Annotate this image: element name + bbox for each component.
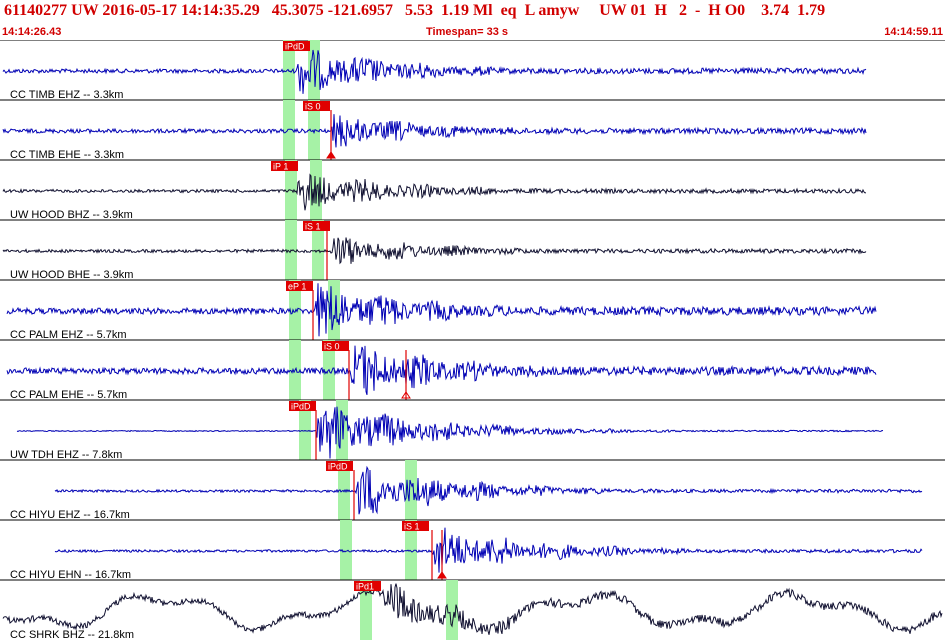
pick-flag[interactable]: iS 0 [303, 101, 330, 112]
timespan-label: Timespan= 33 s [426, 26, 509, 38]
s-pick-window [405, 460, 417, 520]
waveform-trace [2, 583, 943, 635]
pick-flag-label: iP 1 [273, 162, 288, 172]
pick-flag-box [303, 221, 330, 231]
pick-flag-box [283, 41, 310, 51]
waveform-trace [16, 406, 884, 459]
pick-flag-box [286, 281, 313, 291]
trace-row[interactable]: iPdD UW TDH EHZ -- 7.8km [0, 399, 945, 461]
pick-flag-box [289, 401, 316, 411]
s-pick-window [336, 400, 348, 460]
pick-flag-box [326, 461, 353, 471]
pick-flag-box [271, 161, 298, 171]
channel-label: CC PALM EHE -- 5.7km [10, 389, 127, 401]
waveform-trace [2, 114, 867, 148]
pick-flag[interactable]: iPdD [326, 461, 353, 472]
pick-flag[interactable]: iPdD [289, 401, 316, 412]
trace-row[interactable]: iS 1 UW HOOD BHE -- 3.9km [0, 219, 945, 281]
channel-label: UW HOOD BHE -- 3.9km [10, 269, 133, 281]
channel-label: CC HIYU EHN -- 16.7km [10, 569, 131, 581]
pick-arrow-icon[interactable] [326, 151, 336, 159]
p-pick-window [360, 580, 372, 640]
pick-flag-box [402, 521, 429, 531]
trace-row[interactable]: iP 1 UW HOOD BHZ -- 3.9km [0, 159, 945, 221]
trace-row[interactable]: iPd1 CC SHRK BHZ -- 21.8km [0, 579, 945, 640]
channel-label: CC SHRK BHZ -- 21.8km [10, 629, 134, 640]
channel-label: CC TIMB EHE -- 3.3km [10, 149, 124, 161]
waveform-trace [2, 49, 867, 94]
pick-arrow-icon[interactable] [401, 391, 411, 399]
pick-flag-box [303, 101, 330, 111]
channel-label: CC HIYU EHZ -- 16.7km [10, 509, 130, 521]
waveform-trace [2, 237, 867, 265]
end-time-label: 14:14:59.11 [884, 26, 943, 38]
pick-arrow-icon[interactable] [437, 571, 447, 579]
pick-flag-label: iPdD [291, 402, 311, 412]
channel-label: CC PALM EHZ -- 5.7km [10, 329, 127, 341]
event-summary-title: 61140277 UW 2016-05-17 14:14:35.29 45.30… [4, 2, 826, 19]
p-pick-window [299, 400, 311, 460]
trace-row[interactable]: iS 0 CC TIMB EHE -- 3.3km [0, 99, 945, 161]
pick-flag-label: iPdD [328, 462, 348, 472]
waveform-trace [54, 465, 923, 515]
pick-flag[interactable]: iS 0 [322, 341, 349, 352]
start-time-label: 14:14:26.43 [2, 26, 62, 38]
s-pick-window [312, 220, 324, 280]
pick-flag[interactable]: eP 1 [286, 281, 313, 292]
p-pick-window [340, 520, 352, 580]
pick-flag[interactable]: iS 1 [303, 221, 330, 232]
pick-flag[interactable]: iPdD [283, 41, 310, 52]
pick-flag[interactable]: iP 1 [271, 161, 298, 172]
channel-label: CC TIMB EHZ -- 3.3km [10, 89, 123, 101]
pick-flag-label: iPd1 [356, 582, 374, 592]
pick-flag-label: iPdD [285, 42, 305, 52]
trace-row[interactable]: iS 0 CC PALM EHE -- 5.7km [0, 339, 945, 401]
channel-label: UW TDH EHZ -- 7.8km [10, 449, 122, 461]
pick-flag-label: iS 0 [305, 102, 321, 112]
waveform-trace [6, 345, 877, 395]
event-header: 61140277 UW 2016-05-17 14:14:35.29 45.30… [0, 0, 945, 40]
pick-flag-label: iS 1 [404, 522, 420, 532]
pick-flag-label: iS 1 [305, 222, 321, 232]
s-pick-window [308, 100, 320, 160]
waveform-trace [54, 527, 923, 573]
pick-flag-label: iS 0 [324, 342, 340, 352]
trace-row[interactable]: eP 1 CC PALM EHZ -- 5.7km [0, 279, 945, 341]
waveform-trace [2, 173, 867, 211]
pick-flag-box [354, 581, 381, 591]
waveform-trace [6, 283, 877, 337]
trace-row[interactable]: iPdD CC HIYU EHZ -- 16.7km [0, 459, 945, 521]
s-pick-window [405, 520, 417, 580]
s-pick-window [446, 580, 458, 640]
trace-row[interactable]: iS 1 CC HIYU EHN -- 16.7km [0, 519, 945, 581]
pick-flag-box [322, 341, 349, 351]
pick-flag[interactable]: iPd1 [354, 581, 381, 592]
p-pick-window [289, 280, 301, 340]
p-pick-window [338, 460, 350, 520]
pick-flag-label: eP 1 [288, 282, 306, 292]
p-pick-window [283, 40, 295, 100]
pick-flag[interactable]: iS 1 [402, 521, 429, 532]
trace-row[interactable]: iPdD CC TIMB EHZ -- 3.3km [0, 40, 945, 101]
seismogram-panel[interactable]: iPdD CC TIMB EHZ -- 3.3km iS 0 CC TIMB EHE … [0, 40, 945, 640]
p-pick-window [283, 100, 295, 160]
channel-label: UW HOOD BHZ -- 3.9km [10, 209, 133, 221]
